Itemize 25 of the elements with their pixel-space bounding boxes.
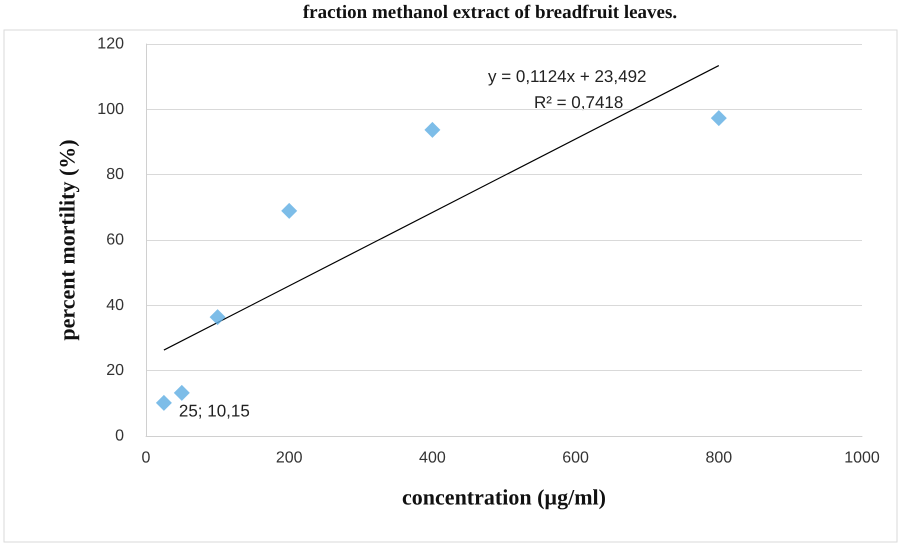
annotation: 25; 10,15 [178,401,250,420]
annotation: y = 0,1124x + 23,492 [488,67,646,86]
point [281,202,298,219]
y-tick-label: 80 [106,166,124,184]
y-tick-label: 20 [106,362,124,380]
annotation: R² = 0,7418 [534,93,624,112]
point [156,394,172,411]
y-tick-label: 100 [97,100,124,118]
y-axis-title: percent mortility (%) [54,139,80,341]
y-tick-label: 120 [97,36,124,52]
x-tick-label: 400 [419,450,446,466]
chart-title: fraction methanol extract of breadfruit leaves. [302,2,678,23]
x-tick-label: 0 [142,450,151,466]
x-axis-title: concentration (µg/ml) [402,484,606,510]
x-tick-label: 600 [562,450,590,466]
x-tick-label: 800 [705,450,732,466]
point [424,122,440,138]
point [710,110,727,126]
y-tick-label: 40 [106,296,124,314]
y-tick-label: 60 [106,232,124,248]
point [174,384,190,401]
point [210,309,226,326]
y-tick-label: 0 [115,428,124,444]
x-tick-label: 1000 [844,450,880,466]
x-tick-label: 200 [276,450,303,466]
